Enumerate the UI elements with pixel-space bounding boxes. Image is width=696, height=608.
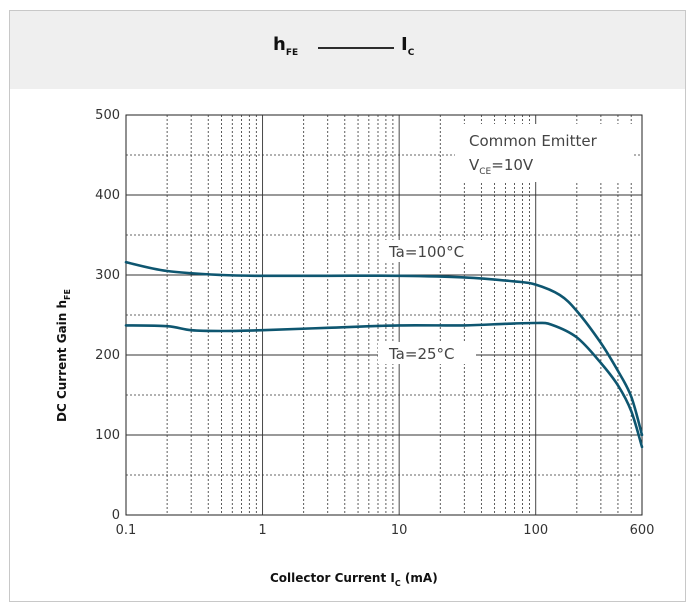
- title-fe-sub: FE: [286, 48, 298, 58]
- label-bg-100c: [385, 240, 483, 262]
- x-tick-label: 600: [630, 523, 655, 538]
- series-label-25c: Ta=25°C: [388, 345, 455, 363]
- title-c-sub: C: [408, 48, 415, 58]
- label-bg-25c: [378, 342, 476, 364]
- series-line-100c: [124, 260, 644, 437]
- y-tick-label: 500: [95, 108, 120, 123]
- chart-title: hFE IC: [273, 34, 415, 58]
- y-axis-label: DC Current Gain hFE: [55, 289, 72, 422]
- annotation-vce: VCE=10V: [469, 156, 534, 177]
- svg-text:IC: IC: [401, 34, 415, 58]
- y-axis-label-sub: FE: [63, 289, 72, 300]
- x-tick-label: 10: [391, 523, 408, 538]
- y-tick-labels: 0 100 200 300 400 500: [95, 108, 120, 523]
- x-axis-label: Collector Current IC (mA): [270, 571, 438, 588]
- x-tick-label: 1: [258, 523, 266, 538]
- annotation-ce-sub: CE: [479, 167, 491, 177]
- series-line-25c: [124, 321, 644, 449]
- annotation-v: V: [469, 156, 480, 174]
- title-h: h: [273, 34, 286, 55]
- title-i: I: [401, 34, 408, 55]
- annotation-vce-value: =10V: [491, 156, 534, 174]
- x-axis-label-sub: C: [395, 579, 401, 588]
- x-tick-label: 0.1: [116, 523, 137, 538]
- annotation-common-emitter: Common Emitter: [469, 132, 598, 150]
- series-label-100c: Ta=100°C: [388, 243, 464, 261]
- x-axis-label-text: Collector Current I: [270, 571, 395, 585]
- annotation-box: [455, 124, 633, 182]
- y-tick-label: 400: [95, 188, 120, 203]
- y-tick-label: 300: [95, 268, 120, 283]
- y-axis-label-text: DC Current Gain h: [55, 300, 69, 422]
- x-axis-label-unit: (mA): [401, 571, 438, 585]
- chart-header: [10, 11, 685, 89]
- grid: [126, 115, 642, 515]
- x-tick-labels: 0.1 1 10 100 600: [116, 523, 655, 538]
- y-tick-label: 0: [112, 508, 120, 523]
- x-tick-label: 100: [523, 523, 548, 538]
- y-tick-label: 200: [95, 348, 120, 363]
- svg-text:hFE: hFE: [273, 34, 298, 58]
- y-tick-label: 100: [95, 428, 120, 443]
- series-group: [124, 260, 644, 449]
